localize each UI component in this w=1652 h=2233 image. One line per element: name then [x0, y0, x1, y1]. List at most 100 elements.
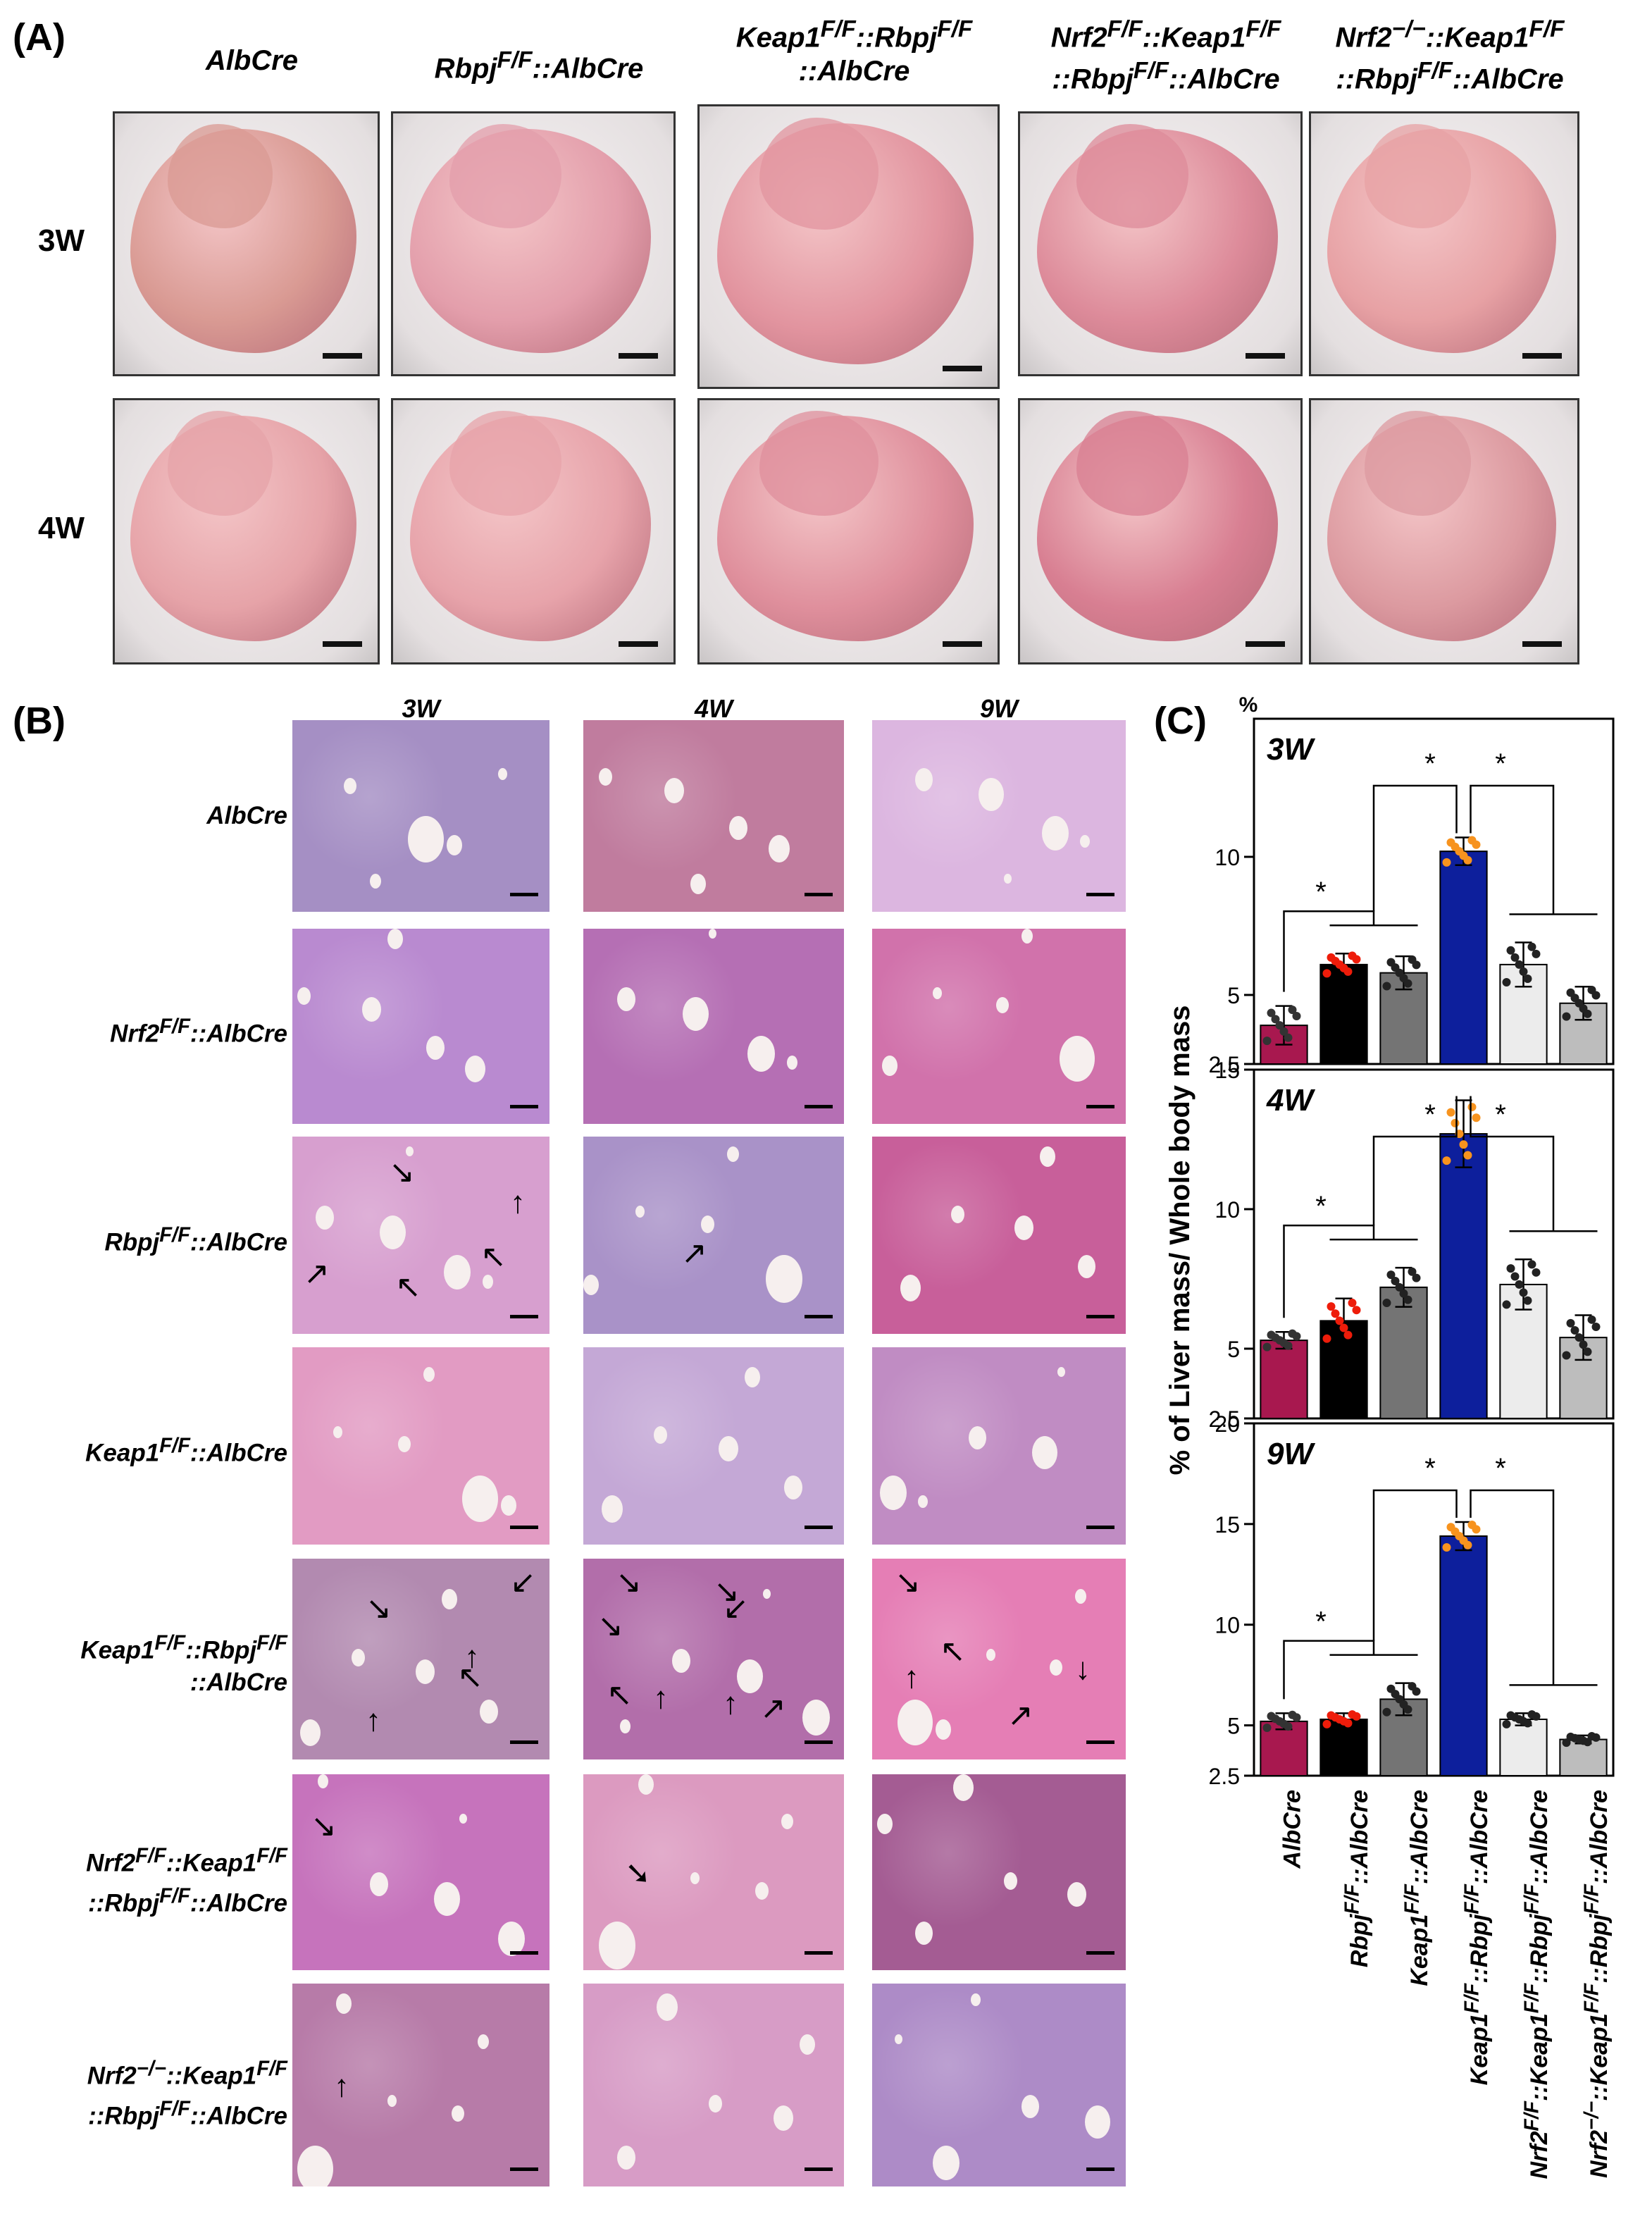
- significance-bracket: [1372, 1489, 1458, 1641]
- y-axis-unit: %: [1239, 693, 1258, 717]
- vessel-lumen: [462, 1476, 498, 1522]
- vessel-lumen: [362, 997, 381, 1022]
- vessel-lumen: [416, 1659, 435, 1684]
- histology-tile: [292, 1559, 549, 1759]
- data-point: [1271, 1015, 1280, 1024]
- panel-b-label: (B): [13, 700, 66, 742]
- significance-star: *: [1495, 1453, 1506, 1484]
- data-point: [1510, 1272, 1520, 1281]
- data-point: [1472, 1113, 1481, 1122]
- data-point: [1292, 1332, 1301, 1341]
- lesion-arrow: ↘: [616, 1565, 642, 1600]
- lesion-arrow: ↗: [760, 1691, 786, 1726]
- lesion-arrow: ↓: [1075, 1652, 1091, 1686]
- vessel-lumen: [690, 1872, 700, 1884]
- liver-lobe: [167, 123, 273, 228]
- vessel-lumen: [900, 1275, 921, 1301]
- vessel-lumen: [986, 1649, 995, 1661]
- data-point: [1583, 1009, 1592, 1018]
- vessel-lumen: [672, 1649, 690, 1673]
- x-category-label: AlbCre: [1279, 1790, 1306, 1868]
- vessel-lumen: [727, 1146, 739, 1162]
- vessel-lumen: [747, 1036, 775, 1072]
- plot-frame: [1253, 1068, 1615, 1420]
- scale-bar: [1246, 641, 1285, 647]
- y-tick-label: 2.5: [1209, 1406, 1240, 1432]
- vessel-lumen: [465, 1056, 485, 1082]
- liver-photo: [1309, 111, 1579, 376]
- y-tick-label: 20: [1215, 1411, 1240, 1437]
- panel-b-column-header: 3W: [402, 694, 440, 723]
- liver-photo: [391, 111, 676, 376]
- data-point: [1575, 1333, 1584, 1342]
- bar: [1319, 963, 1368, 1065]
- vessel-lumen: [784, 1476, 802, 1499]
- chart-title: 3W: [1267, 732, 1315, 767]
- histology-tile: [872, 720, 1126, 912]
- data-point: [1262, 1724, 1272, 1732]
- liver-lobe: [1364, 123, 1471, 228]
- vessel-lumen: [297, 2146, 333, 2186]
- histology-tile: [872, 1774, 1126, 1970]
- vessel-lumen: [755, 1882, 769, 1900]
- vessel-lumen: [996, 997, 1009, 1013]
- vessel-lumen: [1060, 1036, 1095, 1082]
- histology-tile: [872, 929, 1126, 1124]
- vessel-lumen: [709, 2095, 722, 2113]
- vessel-lumen: [737, 1659, 763, 1693]
- panel-a-column-header: RbpjF/F::AlbCre: [434, 47, 644, 85]
- x-category-text: Keap1F/F::AlbCre: [1401, 1790, 1433, 1986]
- data-point: [1523, 974, 1532, 983]
- data-point: [1579, 1340, 1588, 1349]
- data-point: [1395, 1282, 1404, 1292]
- vessel-lumen: [882, 1056, 898, 1076]
- chart-title: 4W: [1266, 1083, 1315, 1118]
- vessel-lumen: [498, 768, 507, 780]
- vessel-lumen: [1080, 835, 1090, 848]
- vessel-lumen: [370, 874, 381, 889]
- vessel-lumen: [787, 1056, 797, 1070]
- scale-bar: [943, 366, 982, 371]
- histology-tile: [583, 720, 844, 912]
- x-category-label: Keap1F/F::RbpjF/F::AlbCre: [1461, 1790, 1493, 2085]
- scale-bar: [805, 2167, 833, 2171]
- panel-b-row-label: Keap1F/F::AlbCre: [85, 1435, 287, 1467]
- lesion-arrow: ↑: [723, 1686, 738, 1721]
- significance-bracket: [1470, 1096, 1555, 1232]
- vessel-lumen: [620, 1719, 631, 1733]
- vessel-lumen: [599, 1922, 635, 1969]
- scale-bar: [805, 1105, 833, 1108]
- data-point: [1527, 942, 1536, 951]
- scale-bar: [1086, 1740, 1114, 1744]
- data-point: [1515, 960, 1524, 969]
- vessel-lumen: [333, 1426, 342, 1438]
- histology-tile: [292, 720, 549, 912]
- liver-lobe: [1076, 410, 1188, 516]
- x-category-text: RbpjF/F::AlbCre: [1341, 1790, 1373, 1968]
- panel-a-column-header: Keap1F/F::RbpjF/F::AlbCre: [735, 16, 973, 87]
- data-point: [1322, 1719, 1331, 1728]
- x-category-label: Nrf2F/F::Keap1F/F::RbpjF/F::AlbCre: [1521, 1790, 1553, 2179]
- data-point: [1532, 1268, 1541, 1277]
- vessel-lumen: [933, 987, 942, 999]
- data-point: [1343, 1330, 1353, 1340]
- vessel-lumen: [1021, 929, 1033, 944]
- scale-bar: [510, 1526, 538, 1529]
- data-point: [1532, 1712, 1541, 1721]
- histology-tile: [872, 1984, 1126, 2186]
- data-point: [1408, 1267, 1417, 1276]
- vessel-lumen: [318, 1774, 328, 1788]
- vessel-lumen: [426, 1036, 445, 1060]
- vessel-lumen: [300, 1719, 321, 1746]
- panel-b-row-label: RbpjF/F::AlbCre: [104, 1224, 287, 1256]
- significance-star: *: [1315, 877, 1327, 908]
- data-point: [1262, 1037, 1272, 1046]
- bar: [1439, 1535, 1488, 1776]
- data-point: [1562, 1351, 1571, 1360]
- data-point: [1587, 1315, 1596, 1324]
- vessel-lumen: [1078, 1255, 1095, 1278]
- vessel-lumen: [763, 1589, 771, 1599]
- panel-b-column-header: 9W: [980, 694, 1018, 723]
- vessel-lumen: [880, 1476, 907, 1510]
- lesion-arrow: ↖: [607, 1678, 633, 1712]
